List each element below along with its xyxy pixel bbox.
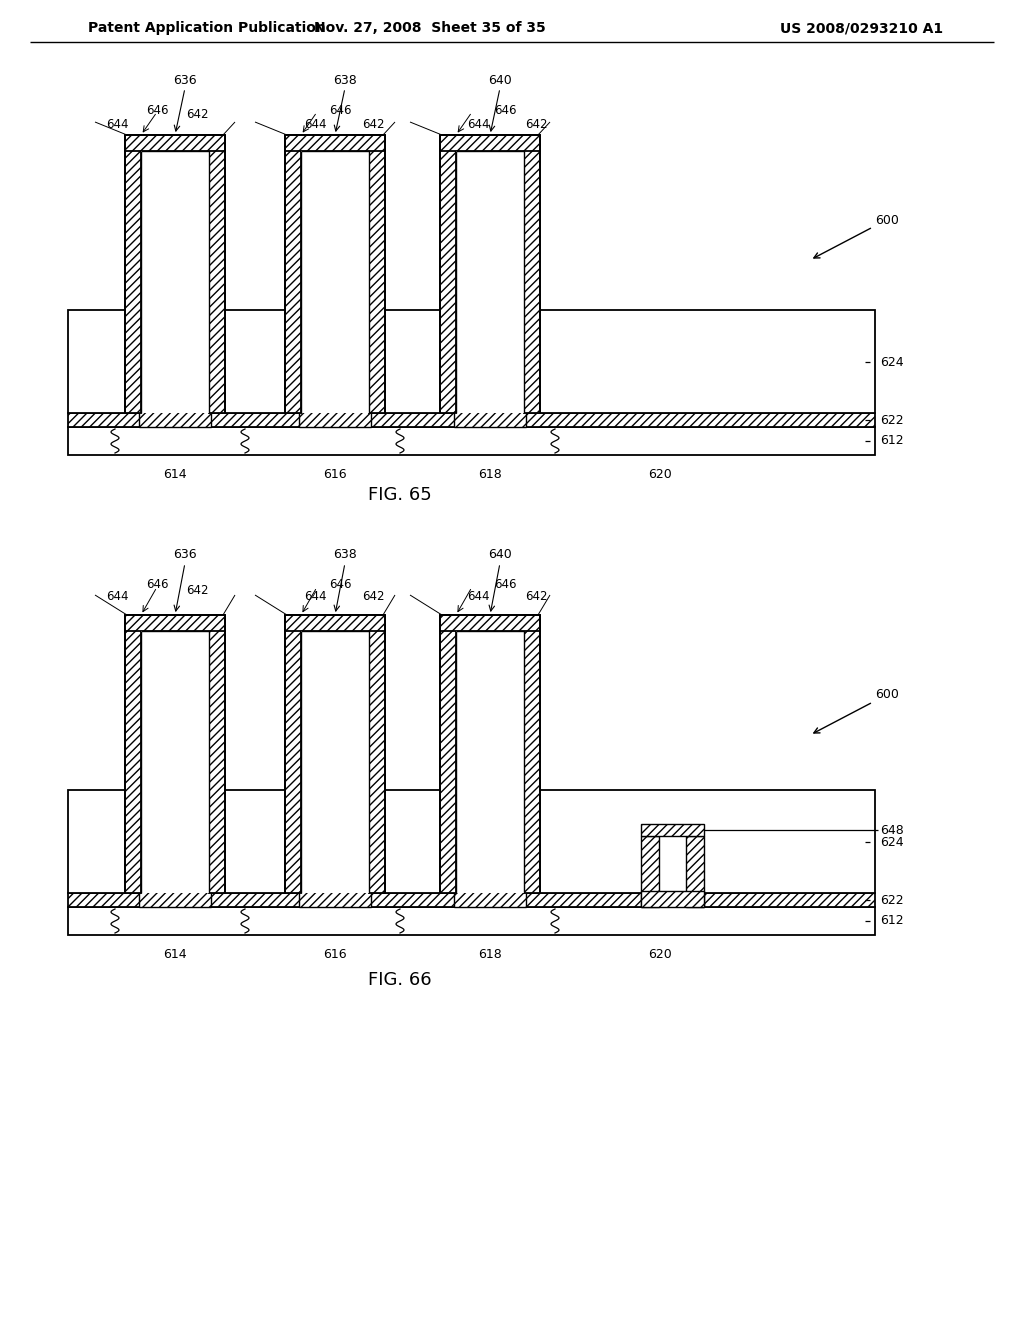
Bar <box>440 615 456 894</box>
Text: 618: 618 <box>478 469 502 482</box>
Text: 640: 640 <box>488 74 512 87</box>
Text: 638: 638 <box>333 549 357 561</box>
Text: 644: 644 <box>105 117 128 131</box>
Text: 644: 644 <box>467 590 489 603</box>
Text: 640: 640 <box>488 549 512 561</box>
Bar <box>125 135 225 150</box>
Text: 620: 620 <box>648 949 672 961</box>
Bar <box>301 631 369 894</box>
Text: 644: 644 <box>105 590 128 603</box>
Bar <box>440 135 456 413</box>
Text: 646: 646 <box>145 578 168 591</box>
Text: FIG. 65: FIG. 65 <box>368 486 432 504</box>
Bar <box>285 615 385 631</box>
Bar <box>299 891 371 907</box>
Text: 612: 612 <box>880 915 903 928</box>
Bar <box>440 615 540 631</box>
Bar <box>301 150 369 413</box>
Text: 622: 622 <box>880 894 903 907</box>
Text: 644: 644 <box>304 590 327 603</box>
Text: 646: 646 <box>494 103 516 116</box>
Text: 614: 614 <box>163 469 186 482</box>
Text: 636: 636 <box>173 549 197 561</box>
Bar <box>440 135 540 150</box>
Text: 612: 612 <box>880 434 903 447</box>
Text: 616: 616 <box>324 469 347 482</box>
Text: 600: 600 <box>874 214 899 227</box>
Bar <box>686 837 705 907</box>
Bar <box>524 135 540 413</box>
Text: 614: 614 <box>163 949 186 961</box>
Bar <box>125 615 141 894</box>
Bar <box>285 615 301 894</box>
Bar <box>369 615 385 894</box>
Text: 644: 644 <box>304 117 327 131</box>
Bar <box>285 135 301 413</box>
Text: 624: 624 <box>880 836 903 849</box>
Bar <box>299 411 371 426</box>
Bar <box>454 411 526 426</box>
Text: 644: 644 <box>467 117 489 131</box>
Bar <box>141 150 209 413</box>
Text: 648: 648 <box>880 824 904 837</box>
Text: 624: 624 <box>880 355 903 368</box>
Text: 618: 618 <box>478 949 502 961</box>
Bar <box>68 894 874 907</box>
Text: 642: 642 <box>185 108 208 121</box>
Bar <box>125 615 225 631</box>
Text: 646: 646 <box>329 103 351 116</box>
Bar <box>641 825 705 837</box>
Bar <box>285 135 385 150</box>
Bar <box>456 631 524 894</box>
Text: FIG. 66: FIG. 66 <box>369 972 432 989</box>
Text: US 2008/0293210 A1: US 2008/0293210 A1 <box>780 21 943 36</box>
Bar <box>68 789 874 894</box>
Bar <box>454 891 526 907</box>
Text: Patent Application Publication: Patent Application Publication <box>88 21 326 36</box>
Bar <box>524 615 540 894</box>
Bar <box>209 615 225 894</box>
Bar <box>68 310 874 413</box>
Bar <box>641 891 705 907</box>
Text: 646: 646 <box>494 578 516 591</box>
Text: 638: 638 <box>333 74 357 87</box>
Bar <box>139 891 211 907</box>
Bar <box>456 150 524 413</box>
Bar <box>68 907 874 935</box>
Bar <box>141 631 209 894</box>
Bar <box>641 837 659 907</box>
Text: 620: 620 <box>648 469 672 482</box>
Bar <box>369 135 385 413</box>
Bar <box>68 426 874 455</box>
Text: 642: 642 <box>361 117 384 131</box>
Text: 622: 622 <box>880 413 903 426</box>
Text: 646: 646 <box>145 103 168 116</box>
Text: 642: 642 <box>524 117 547 131</box>
Bar <box>209 135 225 413</box>
Text: 646: 646 <box>329 578 351 591</box>
Text: 642: 642 <box>361 590 384 603</box>
Bar <box>68 413 874 426</box>
Text: 600: 600 <box>874 689 899 701</box>
Text: 642: 642 <box>185 583 208 597</box>
Bar <box>125 135 141 413</box>
Text: Nov. 27, 2008  Sheet 35 of 35: Nov. 27, 2008 Sheet 35 of 35 <box>314 21 546 36</box>
Text: 636: 636 <box>173 74 197 87</box>
Text: 642: 642 <box>524 590 547 603</box>
Bar <box>139 411 211 426</box>
Text: 616: 616 <box>324 949 347 961</box>
